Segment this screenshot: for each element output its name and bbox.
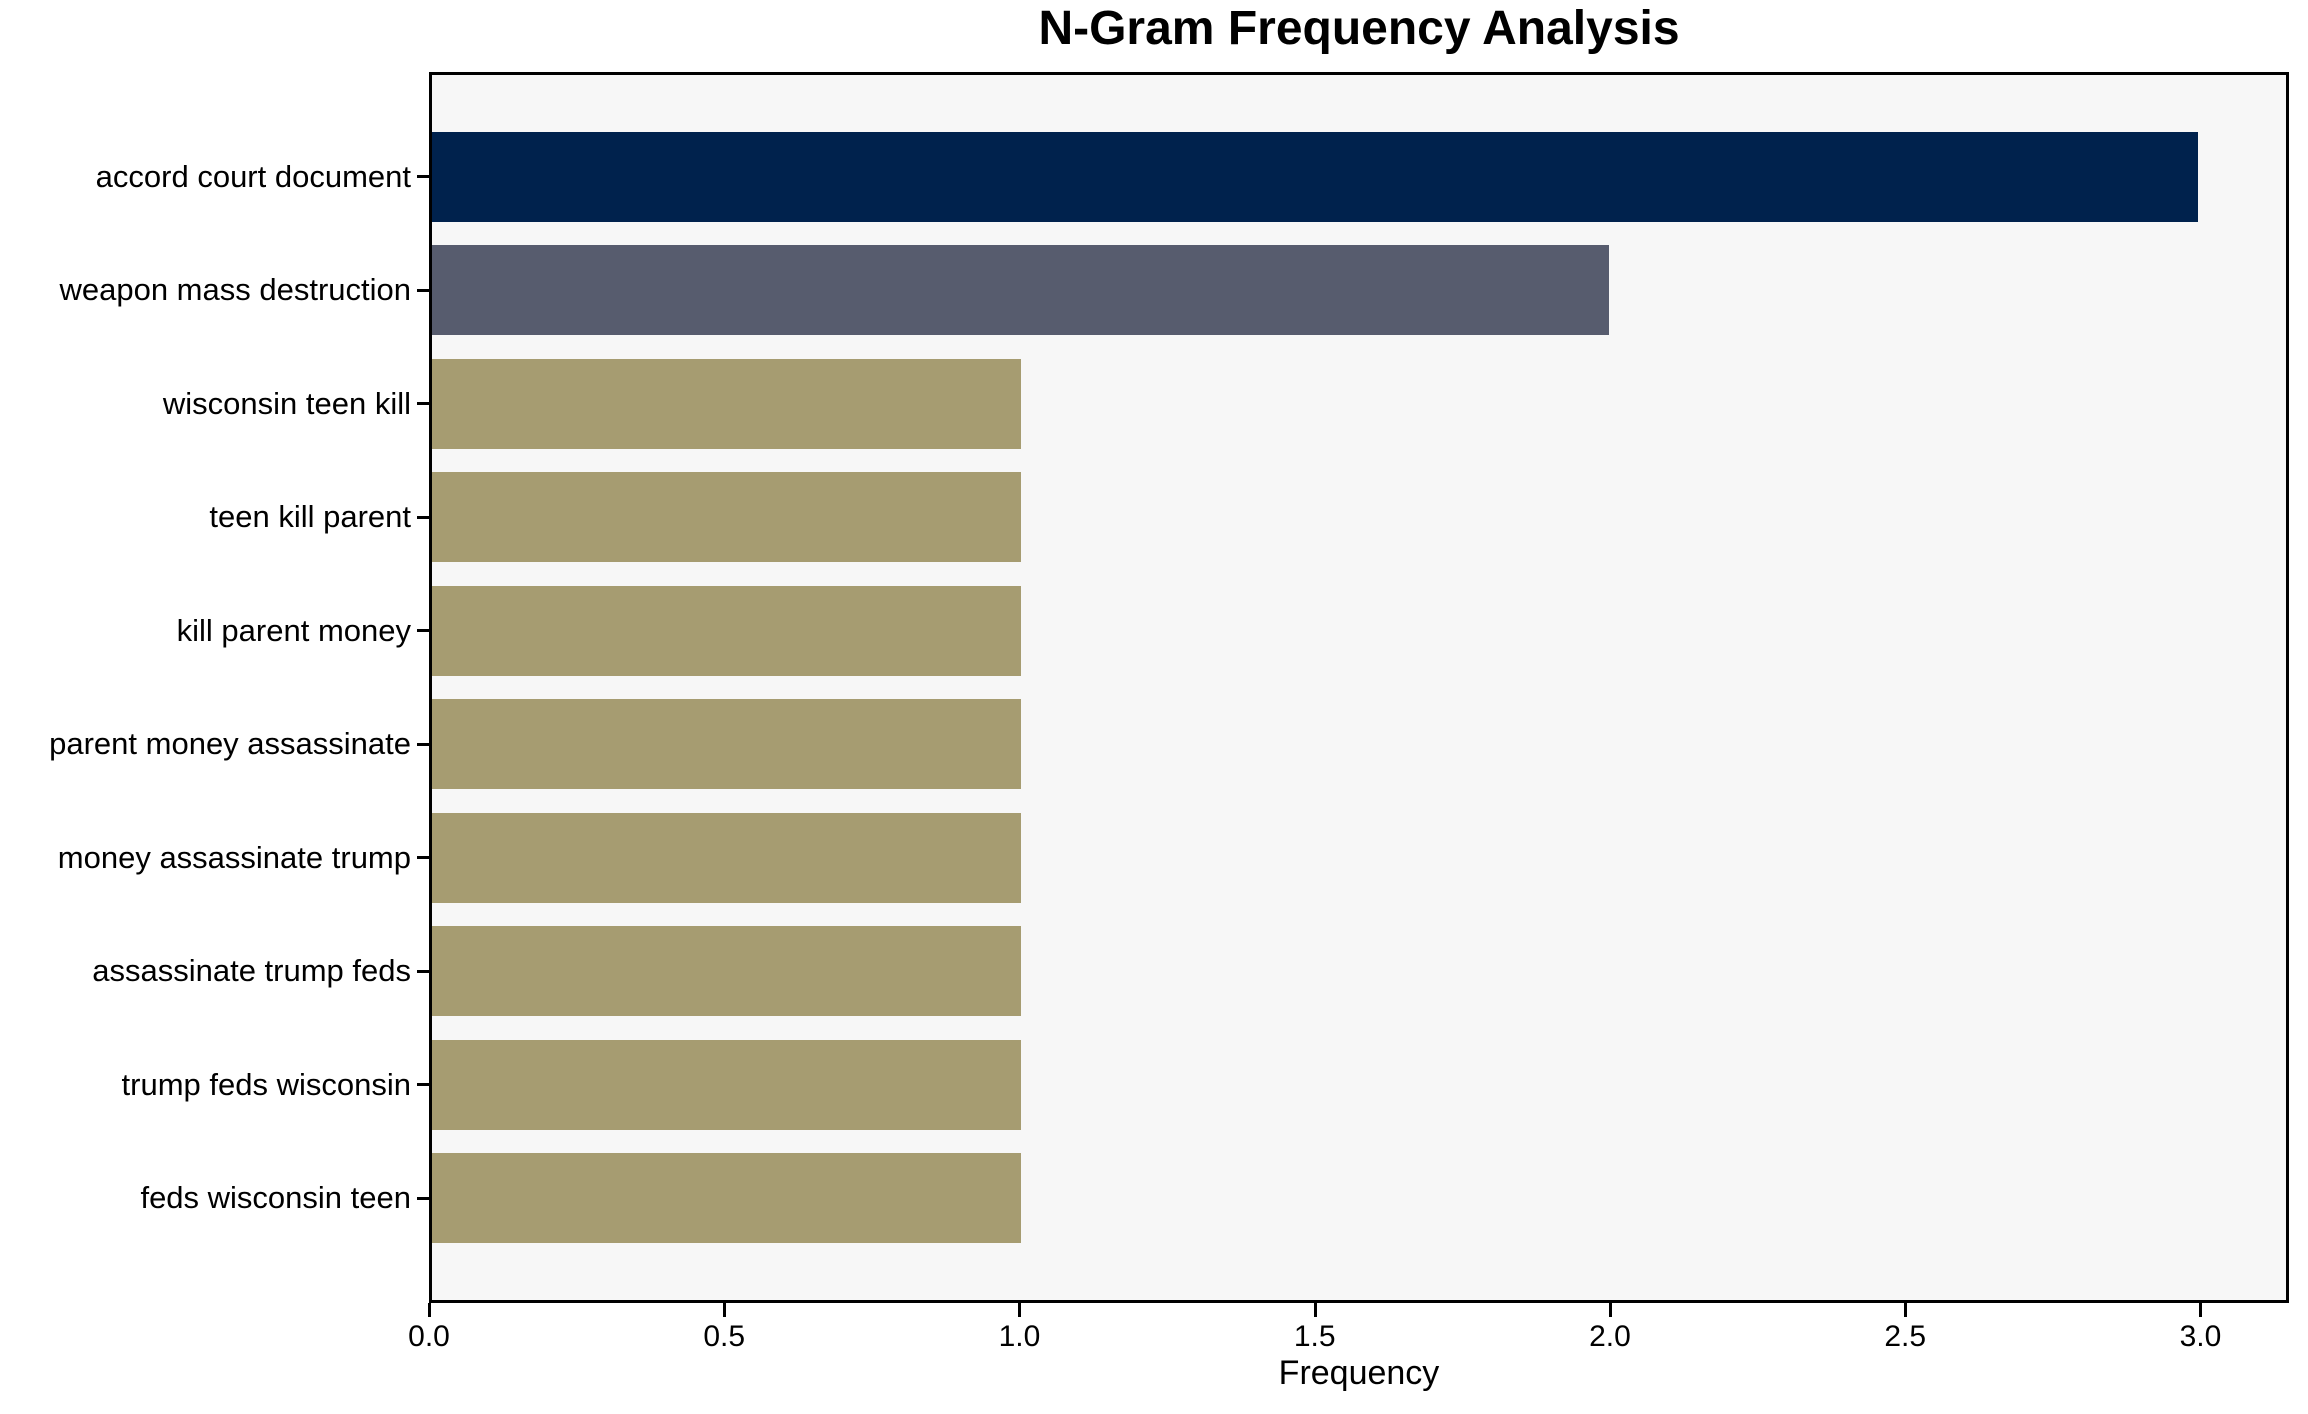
y-tick-label: trump feds wisconsin [121, 1066, 411, 1102]
y-tick-label: kill parent money [176, 612, 411, 648]
bar-row [432, 234, 2286, 348]
y-tick-label: feds wisconsin teen [140, 1180, 411, 1216]
bar-row [432, 461, 2286, 575]
x-tick-mark [1608, 1303, 1612, 1317]
x-tick-label: 1.5 [1293, 1320, 1336, 1353]
y-tick-row: teen kill parent [0, 461, 429, 575]
x-axis-label: Frequency [1278, 1354, 1440, 1392]
bar-row [432, 1142, 2286, 1256]
y-tick-mark [417, 856, 429, 860]
x-tick-mark [1313, 1303, 1317, 1317]
y-tick-mark [417, 288, 429, 292]
bar-money-assassinate-trump [432, 812, 1021, 903]
bar-teen-kill-parent [432, 472, 1021, 563]
y-tick-mark [417, 629, 429, 633]
bar-kill-parent-money [432, 585, 1021, 676]
x-tick-mark [1904, 1303, 1908, 1317]
bar-row [432, 915, 2286, 1029]
y-tick-label: parent money assassinate [49, 726, 411, 762]
x-tick-mark [2199, 1303, 2203, 1317]
chart-title: N-Gram Frequency Analysis [1038, 2, 1680, 55]
x-tick-mark [428, 1303, 431, 1317]
bar-row [432, 801, 2286, 915]
y-axis: accord court document weapon mass destruc… [0, 72, 429, 1303]
y-tick-row: weapon mass destruction [0, 234, 429, 348]
bar-row [432, 347, 2286, 461]
x-axis: 0.0 0.5 1.0 1.5 2.0 2.5 3.0 [408, 1303, 2289, 1363]
bar-assassinate-trump-feds [432, 926, 1021, 1017]
x-tick-label: 2.0 [1589, 1320, 1631, 1353]
y-tick-row: money assassinate trump [0, 801, 429, 915]
y-tick-label: assassinate trump feds [92, 953, 411, 989]
y-tick-row: trump feds wisconsin [0, 1028, 429, 1142]
x-tick-label: 0.0 [408, 1320, 450, 1353]
y-tick-row: feds wisconsin teen [0, 1142, 429, 1256]
x-tick-mark [1018, 1303, 1022, 1317]
y-tick-row: accord court document [0, 120, 429, 234]
bar-row [432, 120, 2286, 234]
bar-wisconsin-teen-kill [432, 358, 1021, 449]
x-tick-label: 0.5 [703, 1320, 746, 1353]
plot-area [429, 72, 2289, 1303]
bar-accord-court-document [432, 131, 2198, 222]
x-tick-label: 1.0 [998, 1320, 1041, 1353]
y-tick-row: kill parent money [0, 574, 429, 688]
y-tick-mark [417, 969, 429, 973]
y-tick-label: money assassinate trump [57, 839, 411, 875]
y-tick-mark [417, 1083, 429, 1087]
bar-feds-wisconsin-teen [432, 1153, 1021, 1244]
y-tick-mark [417, 742, 429, 746]
y-tick-row: wisconsin teen kill [0, 347, 429, 461]
y-tick-label: teen kill parent [209, 499, 411, 535]
y-tick-mark [417, 515, 429, 519]
x-tick-label: 3.0 [2179, 1320, 2222, 1353]
x-tick-mark [723, 1303, 727, 1317]
x-tick-label: 2.5 [1884, 1320, 1927, 1353]
y-tick-row: parent money assassinate [0, 688, 429, 802]
bar-weapon-mass-destruction [432, 245, 1610, 336]
bar-parent-money-assassinate [432, 699, 1021, 790]
y-tick-row: assassinate trump feds [0, 915, 429, 1029]
y-tick-label: accord court document [95, 158, 411, 194]
y-tick-mark [417, 402, 429, 406]
bar-row [432, 688, 2286, 802]
bar-row [432, 1028, 2286, 1142]
bar-row [432, 574, 2286, 688]
y-tick-label: wisconsin teen kill [162, 385, 411, 421]
y-tick-label: weapon mass destruction [59, 272, 411, 308]
y-tick-mark [417, 1196, 429, 1200]
y-tick-mark [417, 175, 429, 179]
bar-trump-feds-wisconsin [432, 1039, 1021, 1130]
